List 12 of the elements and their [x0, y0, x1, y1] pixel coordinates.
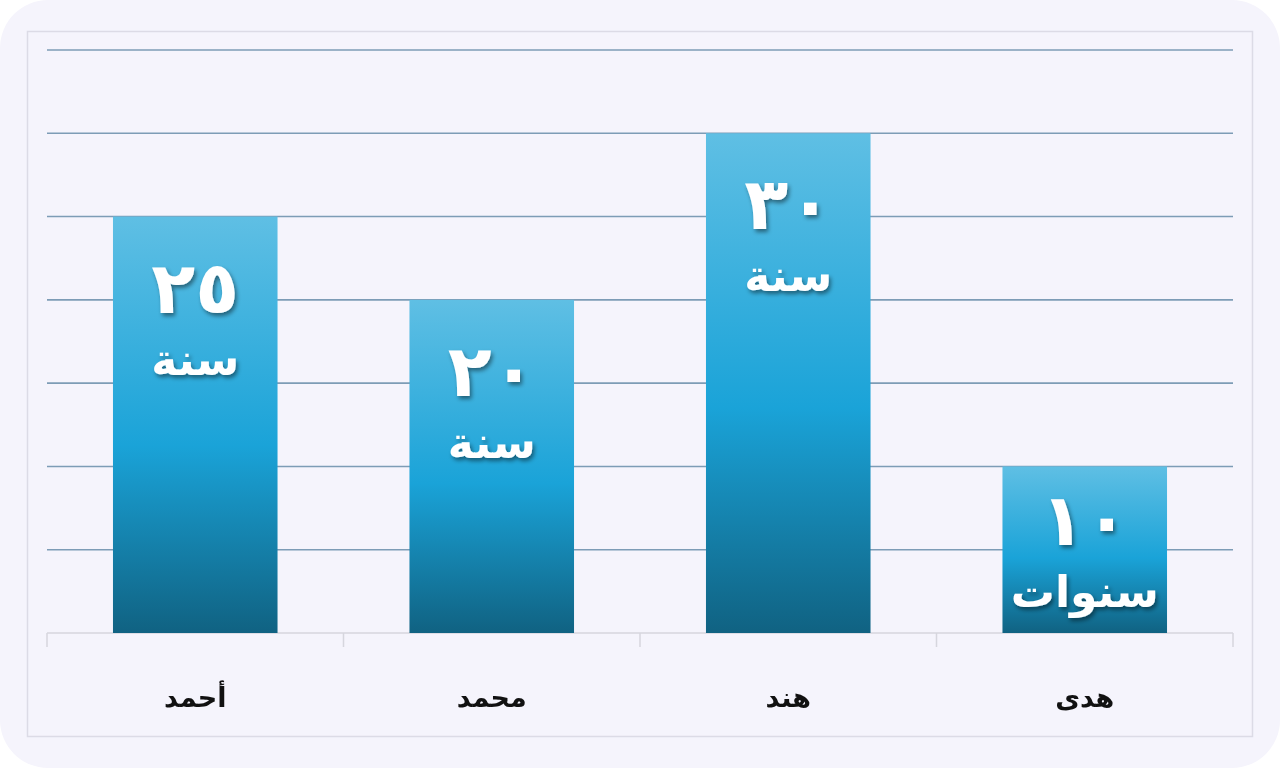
x-tick-label: محمد	[456, 682, 527, 713]
data-label: ٢٠	[447, 328, 536, 413]
data-label: سنة	[744, 250, 833, 302]
data-label: سنة	[151, 333, 240, 385]
x-tick-label: هدى	[1055, 682, 1115, 713]
x-tick-label: هند	[765, 682, 811, 713]
data-label: سنة	[447, 416, 536, 468]
data-label: ١٠	[1040, 478, 1129, 562]
data-label: ٣٠	[744, 162, 833, 247]
x-tick-label: أحمد	[164, 682, 227, 713]
data-label: سنوات	[1010, 566, 1159, 617]
data-label: ٢٥	[151, 245, 240, 330]
